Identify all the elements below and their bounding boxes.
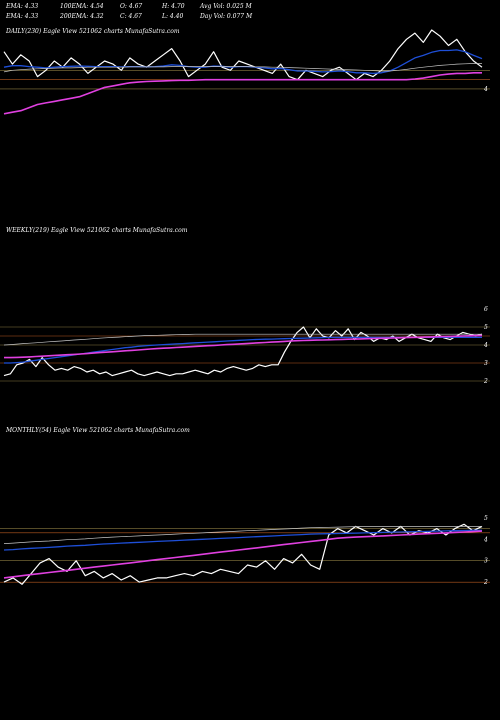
monthly-ticks: 5 4 3 2 [483, 515, 488, 586]
monthly-ema-blue-line [3, 529, 482, 551]
readout-avg-volume: Avg Vol: 0.025 M [199, 3, 253, 10]
readout-open: O: 4.67 [120, 3, 142, 10]
monthly-ema-pink-line [3, 530, 483, 579]
daily-ema-grey-line [3, 63, 482, 73]
daily-ema-pink-line [3, 72, 482, 115]
weekly-ticks: 6 5 4 3 2 [483, 306, 488, 385]
monthly-y-tick-label: 2 [483, 579, 488, 586]
weekly-series [3, 326, 483, 377]
weekly-y-tick-label: 5 [484, 324, 488, 331]
weekly-y-tick-label: 6 [484, 306, 488, 313]
readout-high: H: 4.70 [161, 3, 185, 10]
weekly-price-line [3, 326, 483, 377]
monthly-series [3, 523, 483, 585]
daily-panel-title: DAILY(230) Eagle View 521062 charts Muna… [5, 28, 180, 35]
readout-ema-short: EMA: 4.33 [5, 3, 38, 10]
monthly-y-tick-label: 4 [483, 536, 488, 543]
readout-close: C: 4.67 [120, 13, 142, 20]
monthly-y-tick-label: 3 [484, 558, 488, 565]
weekly-panel: WEEKLY(219) Eagle View 521062 charts Mun… [0, 227, 490, 385]
daily-panel: DAILY(230) Eagle View 521062 charts Muna… [0, 28, 490, 115]
daily-series [3, 29, 483, 115]
monthly-price-line [3, 523, 483, 585]
readout-ema-mid: EMA: 4.33 [5, 13, 38, 20]
readout-ema-200: 200EMA: 4.32 [59, 13, 104, 20]
weekly-y-tick-label: 2 [483, 378, 488, 385]
price-readout: EMA: 4.33 100EMA: 4.54 O: 4.67 H: 4.70 A… [5, 3, 253, 20]
monthly-panel: MONTHLY(54) Eagle View 521062 charts Mun… [0, 427, 490, 586]
monthly-ema-grey-line [3, 526, 482, 544]
weekly-y-tick-label: 4 [483, 342, 488, 349]
monthly-y-tick-label: 5 [484, 515, 488, 522]
readout-ema-100: 100EMA: 4.54 [60, 3, 104, 10]
weekly-y-tick-label: 3 [484, 360, 488, 367]
weekly-ema-pink-line [4, 334, 483, 359]
readout-low: L: 4.40 [161, 13, 183, 20]
daily-ticks: 4 [483, 86, 488, 93]
readout-day-volume: Day Vol: 0.077 M [199, 13, 253, 20]
daily-price-line [3, 29, 483, 81]
monthly-panel-title: MONTHLY(54) Eagle View 521062 charts Mun… [5, 427, 190, 434]
weekly-panel-title: WEEKLY(219) Eagle View 521062 charts Mun… [6, 227, 188, 234]
daily-y-tick-label: 4 [483, 86, 488, 93]
weekly-ema-grey-line [3, 333, 482, 346]
